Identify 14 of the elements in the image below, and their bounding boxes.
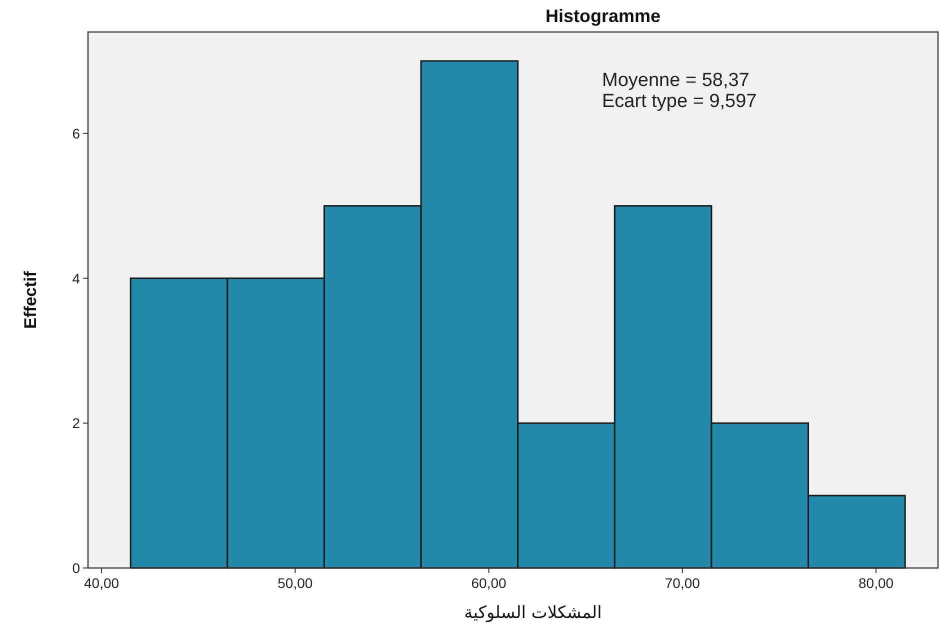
x-tick-label: 80,00 [858, 575, 894, 591]
y-tick-label: 4 [72, 270, 80, 286]
x-tick-label: 60,00 [471, 575, 507, 591]
x-axis-title: المشكلات السلوكية [464, 603, 602, 623]
chart-title: Histogramme [545, 6, 661, 26]
x-tick-label: 70,00 [664, 575, 700, 591]
annotation: Ecart type = 9,597 [602, 91, 757, 112]
y-tick-label: 0 [72, 560, 80, 576]
y-axis-title: Effectif [21, 270, 40, 329]
annotation: Moyenne = 58,37 [602, 70, 750, 91]
y-tick-label: 2 [72, 415, 80, 432]
y-tick-label: 6 [72, 125, 80, 142]
x-tick-label: 50,00 [278, 575, 313, 591]
x-tick-label: 40,00 [84, 575, 120, 591]
